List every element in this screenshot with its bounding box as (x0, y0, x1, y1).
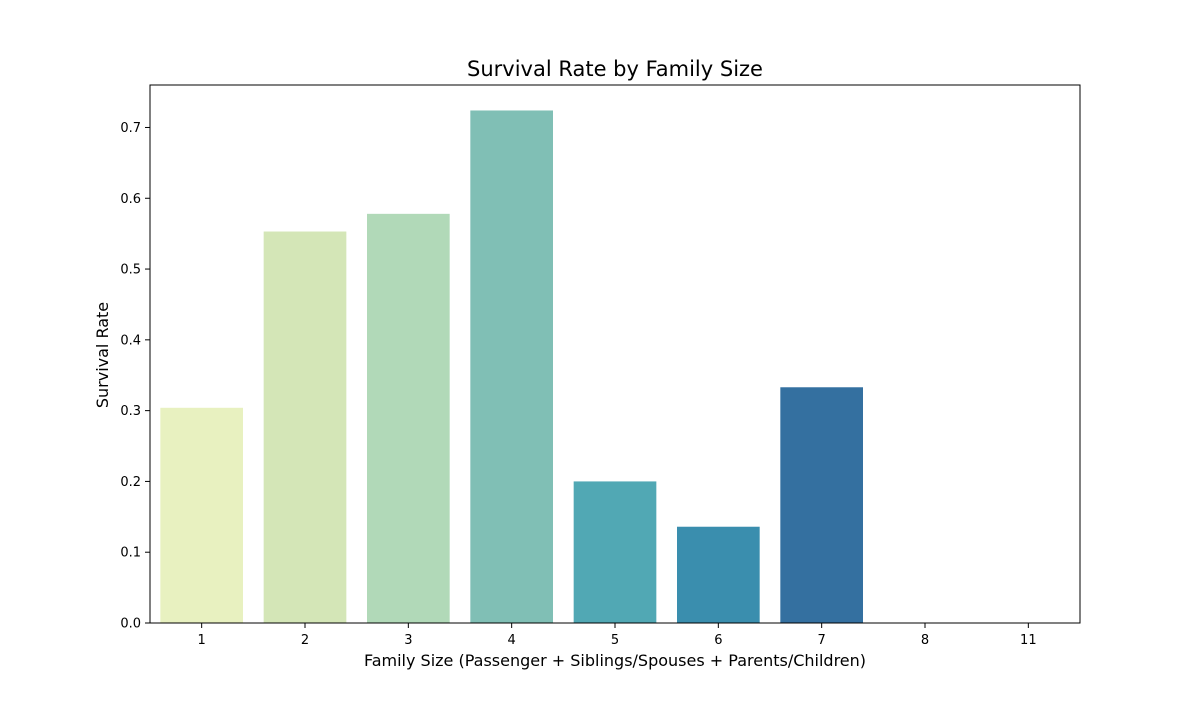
x-tick-label: 5 (611, 633, 619, 648)
bar-3 (367, 213, 450, 623)
bar-5 (573, 481, 657, 623)
y-tick-label: 0.7 (120, 121, 141, 136)
bar-1 (160, 407, 243, 623)
x-tick-label: 8 (921, 633, 929, 648)
bar-4 (470, 110, 553, 624)
x-tick-label: 1 (198, 633, 206, 648)
chart-title: Survival Rate by Family Size (467, 57, 763, 81)
x-tick-label: 2 (301, 633, 309, 648)
y-axis-label: Survival Rate (93, 302, 112, 408)
bars-layer (160, 110, 863, 624)
x-tick-label: 3 (404, 633, 412, 648)
x-tick-label: 6 (714, 633, 722, 648)
bar-6 (677, 526, 760, 623)
y-tick-label: 0.1 (120, 546, 141, 561)
y-tick-label: 0.3 (120, 404, 141, 419)
axes-layer: 1 2 3 4 5 6 7 8 11 0.0 0.1 0.2 0.3 0.4 0.5 0.6 0.7 (120, 84, 1081, 648)
y-tick-label: 0.6 (120, 192, 141, 207)
y-tick-label: 0.0 (120, 617, 141, 632)
y-tick-label: 0.2 (120, 475, 141, 490)
x-tick-label: 4 (508, 633, 516, 648)
y-tick-label: 0.5 (120, 263, 141, 278)
y-tick-label: 0.4 (120, 333, 141, 348)
bar-7 (780, 387, 863, 623)
x-tick-label: 7 (818, 633, 826, 648)
x-axis-label: Family Size (Passenger + Siblings/Spouse… (364, 651, 866, 670)
x-tick-label: 11 (1020, 633, 1037, 648)
bar-2 (263, 231, 347, 623)
